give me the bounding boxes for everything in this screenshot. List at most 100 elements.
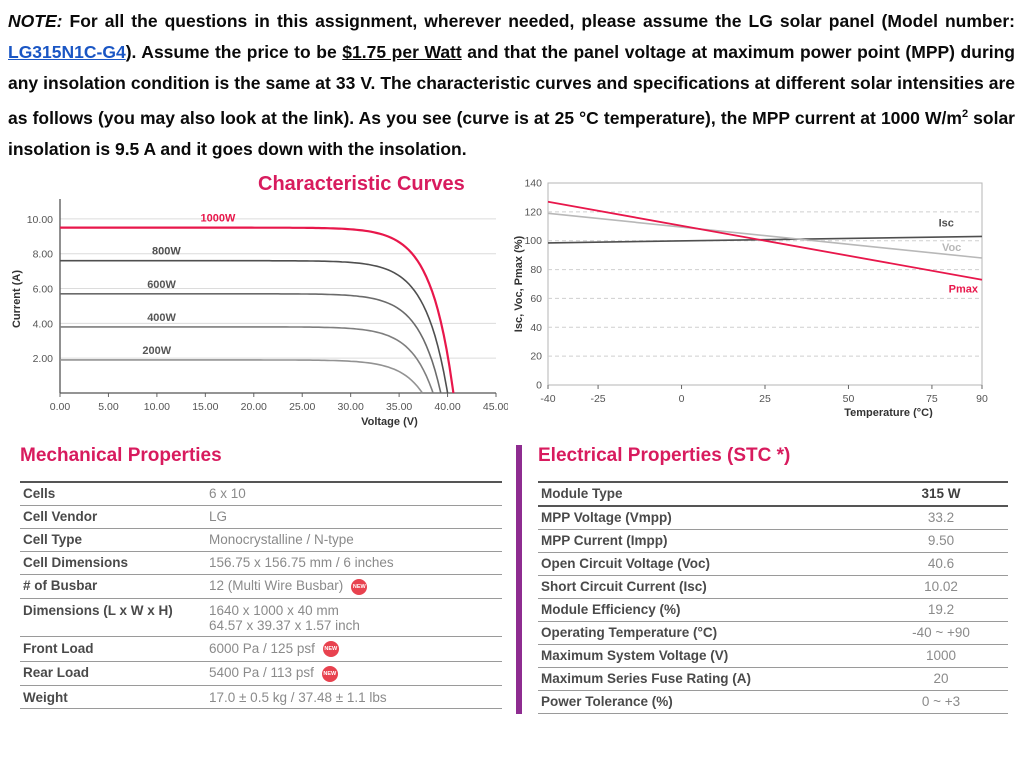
property-value: 12 (Multi Wire Busbar) NEW bbox=[206, 574, 502, 598]
y-tick-label: 6.00 bbox=[33, 283, 54, 295]
x-tick-label: 35.00 bbox=[386, 401, 412, 413]
table-row: Module Type 315 W bbox=[538, 482, 1008, 506]
x-tick-label: -40 bbox=[540, 393, 555, 405]
x-tick-label: 45.00 bbox=[483, 401, 508, 413]
table-row: Dimensions (L x W x H) 1640 x 1000 x 40 m… bbox=[20, 599, 502, 637]
note-paragraph: NOTE: For all the questions in this assi… bbox=[8, 6, 1015, 165]
x-tick-label: 75 bbox=[926, 393, 938, 405]
property-value: 6 x 10 bbox=[206, 482, 502, 506]
table-row: Operating Temperature (°C) -40 ~ +90 bbox=[538, 621, 1008, 645]
assignment-note-page: NOTE: For all the questions in this assi… bbox=[0, 6, 1024, 714]
table-row: Module Efficiency (%) 19.2 bbox=[538, 598, 1008, 622]
y-tick-label: 140 bbox=[524, 177, 542, 189]
table-row: Cell Dimensions 156.75 x 156.75 mm / 6 in… bbox=[20, 551, 502, 575]
property-value: 5400 Pa / 113 psf NEW bbox=[206, 661, 502, 685]
line-label-Isc: Isc bbox=[939, 217, 954, 229]
property-value: 315 W bbox=[873, 482, 1008, 506]
property-value-text: 156.75 x 156.75 mm / 6 inches bbox=[209, 555, 394, 571]
property-value-text: 0 ~ +3 bbox=[921, 694, 961, 710]
property-label: Cell Type bbox=[23, 532, 83, 548]
curve-label-400W: 400W bbox=[147, 312, 176, 324]
curve-label-600W: 600W bbox=[147, 279, 176, 291]
line-Pmax bbox=[547, 200, 983, 281]
curve-800W bbox=[60, 259, 449, 393]
property-label: Short Circuit Current (Isc) bbox=[541, 579, 707, 595]
property-label: Front Load bbox=[23, 640, 94, 656]
x-tick-label: 5.00 bbox=[98, 401, 119, 413]
x-axis-title: Temperature (°C) bbox=[844, 407, 933, 418]
property-label: Cell Vendor bbox=[23, 509, 98, 525]
figure-title: Characteristic Curves bbox=[258, 172, 465, 195]
note-segment: and that the panel voltage at maximum po… bbox=[8, 42, 1015, 128]
table-row: Front Load 6000 Pa / 125 psf NEW bbox=[20, 637, 502, 662]
property-value: -40 ~ +90 bbox=[873, 621, 1008, 644]
table-row: Open Circuit Voltage (Voc) 40.6 bbox=[538, 552, 1008, 576]
property-value: 40.6 bbox=[873, 552, 1008, 575]
new-badge: NEW bbox=[351, 578, 368, 595]
table-row: MPP Current (Impp) 9.50 bbox=[538, 529, 1008, 553]
x-tick-label: 40.00 bbox=[434, 401, 460, 413]
property-value-text: 315 W bbox=[921, 486, 961, 502]
note-segment: NOTE: bbox=[8, 11, 63, 31]
y-tick-label: 80 bbox=[530, 264, 542, 276]
property-label: Dimensions (L x W x H) bbox=[23, 602, 173, 618]
line-label-Pmax: Pmax bbox=[949, 283, 979, 295]
electrical-properties-section: Electrical Properties (STC *) Module Typ… bbox=[538, 445, 1008, 714]
table-row: Power Tolerance (%) 0 ~ +3 bbox=[538, 690, 1008, 714]
temperature-coefficient-chart: 0 20 40 60 80 100 120 140 -40 -25 0 25 50 75 90 Isc Voc P… bbox=[513, 177, 988, 418]
x-axis-title: Voltage (V) bbox=[361, 416, 418, 428]
property-value-text: 1000 bbox=[925, 648, 957, 664]
curve-label-1000W: 1000W bbox=[200, 212, 235, 224]
property-value: LG bbox=[206, 505, 502, 528]
x-tick-label: -25 bbox=[590, 393, 605, 405]
section-divider bbox=[516, 444, 522, 714]
y-tick-label: 10.00 bbox=[27, 214, 53, 226]
new-badge: NEW bbox=[322, 641, 339, 658]
property-label: Module Type bbox=[541, 486, 623, 502]
mechanical-properties-section: Mechanical Properties Cells 6 x 10 Cell Ve… bbox=[20, 445, 502, 714]
table-row: Maximum System Voltage (V) 1000 bbox=[538, 644, 1008, 668]
property-value-text: 6 x 10 bbox=[209, 486, 246, 502]
x-tick-label: 30.00 bbox=[338, 401, 364, 413]
y-tick-label: 60 bbox=[530, 293, 542, 305]
note-segment: solar insolation is 9.5 A and it goes do… bbox=[8, 107, 1015, 159]
new-badge: NEW bbox=[321, 665, 338, 682]
table-row: Rear Load 5400 Pa / 113 psf NEW bbox=[20, 661, 502, 686]
property-value: Monocrystalline / N-type bbox=[206, 528, 502, 551]
note-segment: 2 bbox=[961, 108, 969, 120]
mechanical-properties-table: Cells 6 x 10 Cell Vendor LG Cell Type Monocry… bbox=[20, 480, 502, 709]
model-number-link[interactable]: LG315N1C-G4 bbox=[8, 42, 126, 62]
y-tick-label: 100 bbox=[524, 235, 542, 247]
x-tick-label: 20.00 bbox=[241, 401, 267, 413]
property-value-text: 12 (Multi Wire Busbar) bbox=[209, 578, 344, 594]
x-tick-label: 10.00 bbox=[144, 401, 170, 413]
property-value-text: 1640 x 1000 x 40 mm bbox=[209, 602, 339, 618]
mechanical-properties-title: Mechanical Properties bbox=[20, 444, 222, 466]
y-tick-label: 8.00 bbox=[33, 249, 54, 261]
curve-label-200W: 200W bbox=[142, 345, 171, 357]
curve-400W bbox=[60, 325, 434, 394]
property-value: 33.2 bbox=[873, 506, 1008, 530]
property-value-text: Monocrystalline / N-type bbox=[209, 532, 354, 548]
property-label: Operating Temperature (°C) bbox=[541, 625, 718, 641]
property-value-text: 5400 Pa / 113 psf bbox=[209, 665, 314, 681]
x-tick-label: 25 bbox=[759, 393, 771, 405]
property-value: 20 bbox=[873, 667, 1008, 690]
property-label: Maximum System Voltage (V) bbox=[541, 648, 729, 664]
property-value-text: LG bbox=[209, 509, 228, 525]
table-row: Cells 6 x 10 bbox=[20, 482, 502, 506]
property-value-text: 33.2 bbox=[927, 510, 955, 526]
line-Isc bbox=[547, 235, 983, 244]
property-value-line2: 64.57 x 39.37 x 1.57 inch bbox=[209, 617, 360, 633]
property-label: Module Efficiency (%) bbox=[541, 602, 681, 618]
property-value: 19.2 bbox=[873, 598, 1008, 621]
note-segment: ). Assume the price to be bbox=[125, 42, 343, 62]
property-label: MPP Current (Impp) bbox=[541, 533, 668, 549]
property-value-text: 20 bbox=[933, 671, 949, 687]
x-tick-label: 50 bbox=[843, 393, 855, 405]
property-value: 1000 bbox=[873, 644, 1008, 667]
curve-1000W bbox=[60, 226, 455, 393]
y-axis-title: Isc, Voc, Pmax (%) bbox=[513, 235, 525, 332]
property-label: Weight bbox=[23, 689, 68, 705]
y-tick-label: 40 bbox=[530, 322, 542, 334]
